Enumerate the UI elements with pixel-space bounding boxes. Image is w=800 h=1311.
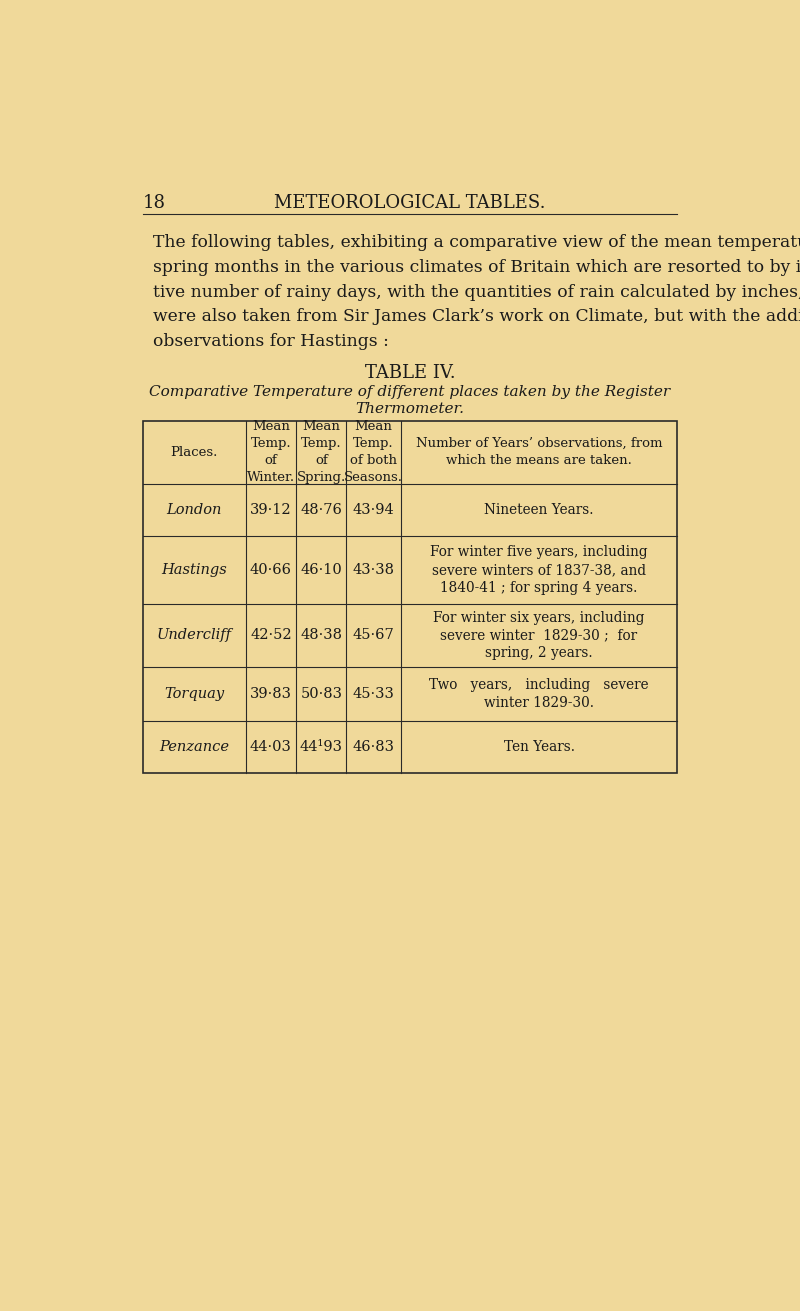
Text: London: London <box>166 503 222 517</box>
Text: tive number of rainy days, with the quantities of rain calculated by inches, whi: tive number of rainy days, with the quan… <box>153 283 800 300</box>
Text: 45·67: 45·67 <box>353 628 394 642</box>
Text: For winter six years, including
severe winter  1829-30 ;  for
spring, 2 years.: For winter six years, including severe w… <box>434 611 645 661</box>
Text: Comparative Temperature of different places taken by the Register: Comparative Temperature of different pla… <box>150 385 670 400</box>
Text: Thermometer.: Thermometer. <box>355 402 465 416</box>
Text: Places.: Places. <box>170 446 218 459</box>
Text: 44·03: 44·03 <box>250 741 292 754</box>
Text: Number of Years’ observations, from
which the means are taken.: Number of Years’ observations, from whic… <box>416 438 662 467</box>
Text: For winter five years, including
severe winters of 1837-38, and
1840-41 ; for sp: For winter five years, including severe … <box>430 545 648 595</box>
Text: 45·33: 45·33 <box>353 687 394 701</box>
Text: METEOROLOGICAL TABLES.: METEOROLOGICAL TABLES. <box>274 194 546 212</box>
Text: Penzance: Penzance <box>159 741 229 754</box>
Text: The following tables, exhibiting a comparative view of the mean temperature of t: The following tables, exhibiting a compa… <box>153 235 800 252</box>
Text: 46·83: 46·83 <box>353 741 394 754</box>
Text: 48·38: 48·38 <box>300 628 342 642</box>
Text: Nineteen Years.: Nineteen Years. <box>484 503 594 517</box>
Text: 39·83: 39·83 <box>250 687 292 701</box>
Text: 18: 18 <box>142 194 166 212</box>
Text: Two   years,   including   severe
winter 1829-30.: Two years, including severe winter 1829-… <box>430 678 649 711</box>
Text: TABLE IV.: TABLE IV. <box>365 363 455 382</box>
Text: Torquay: Torquay <box>164 687 224 701</box>
Text: Hastings: Hastings <box>162 562 227 577</box>
Text: 43·38: 43·38 <box>353 562 394 577</box>
Text: 44¹93: 44¹93 <box>300 741 342 754</box>
Text: Mean
Temp.
of both
Seasons.: Mean Temp. of both Seasons. <box>344 421 403 484</box>
Text: 43·94: 43·94 <box>353 503 394 517</box>
Text: 42·52: 42·52 <box>250 628 292 642</box>
Text: 40·66: 40·66 <box>250 562 292 577</box>
Text: Ten Years.: Ten Years. <box>503 741 574 754</box>
Text: Mean
Temp.
of
Spring.: Mean Temp. of Spring. <box>297 421 346 484</box>
Text: 50·83: 50·83 <box>300 687 342 701</box>
Text: 39·12: 39·12 <box>250 503 292 517</box>
Text: spring months in the various climates of Britain which are resorted to by invali: spring months in the various climates of… <box>153 260 800 275</box>
Text: Undercliff: Undercliff <box>157 628 232 642</box>
Text: 46·10: 46·10 <box>300 562 342 577</box>
Text: Mean
Temp.
of
Winter.: Mean Temp. of Winter. <box>247 421 295 484</box>
Text: 48·76: 48·76 <box>300 503 342 517</box>
Bar <box>142 421 678 773</box>
Text: observations for Hastings :: observations for Hastings : <box>153 333 389 350</box>
Text: were also taken from Sir James Clark’s work on Climate, but with the addition of: were also taken from Sir James Clark’s w… <box>153 308 800 325</box>
